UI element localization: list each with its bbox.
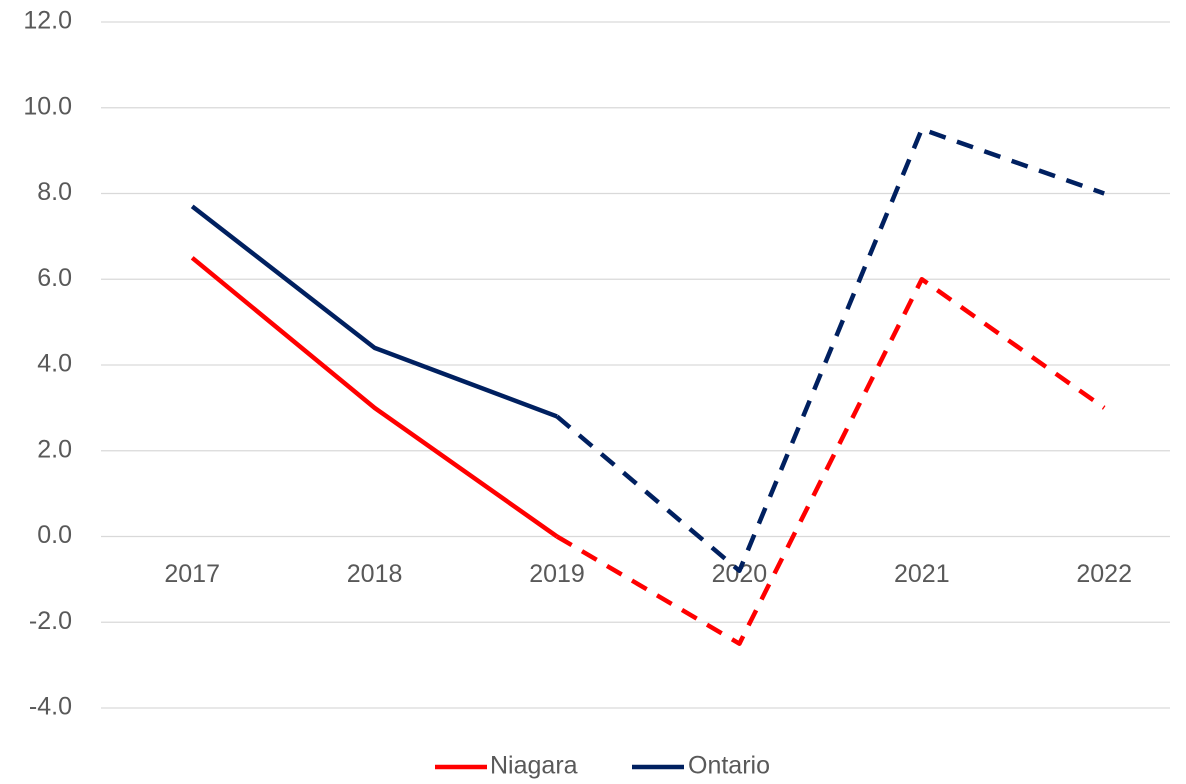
y-tick-label: 12.0 [23, 7, 72, 35]
y-tick-label: 2.0 [37, 435, 72, 463]
x-tick-label: 2019 [529, 560, 585, 588]
y-tick-label: 10.0 [23, 92, 72, 120]
y-tick-label: 4.0 [37, 350, 72, 378]
x-tick-label: 2017 [164, 560, 220, 588]
series-line [190, 256, 559, 539]
y-tick-label: 6.0 [37, 264, 72, 292]
dashed-line [555, 277, 1106, 646]
y-tick-label: 8.0 [37, 178, 72, 206]
y-tick-label: 0.0 [37, 521, 72, 549]
legend-label: Niagara [490, 752, 578, 780]
series-line [190, 204, 558, 419]
legend-label: Ontario [688, 752, 770, 780]
x-tick-label: 2018 [347, 560, 403, 588]
x-tick-label: 2020 [712, 560, 768, 588]
y-tick-label: -4.0 [29, 693, 72, 721]
dashed-line [555, 126, 1105, 574]
x-tick-label: 2021 [894, 560, 950, 588]
y-tick-label: -2.0 [29, 607, 72, 635]
x-tick-label: 2022 [1076, 560, 1132, 588]
